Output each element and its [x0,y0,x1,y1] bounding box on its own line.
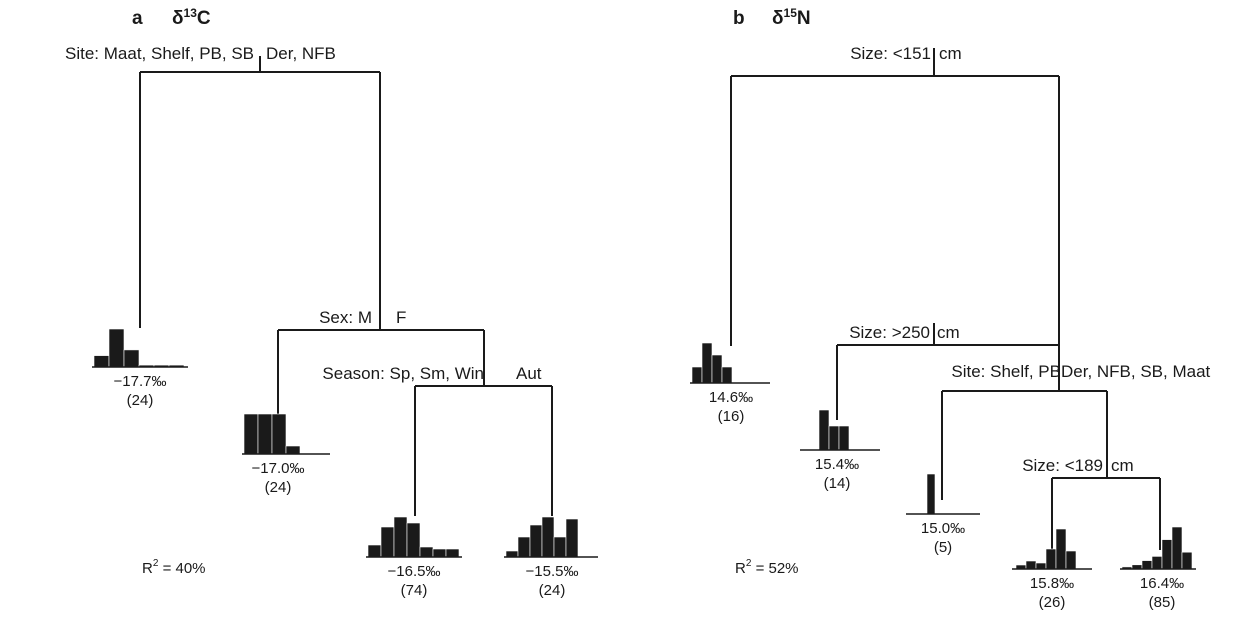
split-left-label: Size: <189 [1022,456,1103,475]
histogram-bar [711,354,723,384]
split-sex-a: Sex: M F [277,308,485,415]
histogram-bar [926,473,936,515]
histogram-bar [432,548,447,558]
histogram-bar [445,548,460,558]
histogram-bar [818,409,830,451]
leaf-b-2: 15.4‰ (14) [800,409,880,492]
split-right-label: Der, NFB [266,44,336,63]
leaf-b-3: 15.0‰ (5) [906,473,980,556]
r-squared-a: R2 = 40% [142,558,206,577]
histogram-bar [1141,560,1153,570]
leaf-mean: −15.5‰ [526,563,579,580]
leaf-count: (85) [1149,594,1176,611]
histogram-bar [721,366,733,384]
split-season-a: Season: Sp, Sm, Win Aut [322,364,553,516]
histogram-bar [271,413,287,455]
panel-a-title: δ13C [172,6,211,29]
histogram-bar [541,516,555,558]
histogram-bar [419,546,434,558]
panel-a-letter: a [132,8,143,29]
panel-b-letter: b [733,8,745,29]
panel-a: a δ13C Site: Maat, Shelf, PB, SB Der, NF… [65,6,598,599]
histogram-bar [380,526,395,558]
histogram-bar [1035,562,1047,570]
split-site-b: Site: Shelf, PB Der, NFB, SB, Maat [941,362,1211,500]
split-site-a: Site: Maat, Shelf, PB, SB Der, NFB [65,44,381,330]
histogram-bar [828,425,840,451]
leaf-mean: 14.6‰ [709,389,753,406]
histogram-bar [108,328,125,368]
leaf-b-4: 15.8‰ (26) [1012,528,1092,611]
leaf-mean: −17.0‰ [252,460,305,477]
leaf-count: (26) [1039,594,1066,611]
leaf-a-3: −16.5‰ (74) [366,516,462,599]
histogram-bar [285,445,301,455]
split-right-label: cm [939,44,962,63]
leaf-mean: 15.0‰ [921,520,965,537]
leaf-count: (24) [127,392,154,409]
histogram-bar [1171,526,1183,570]
r-squared-b: R2 = 52% [735,558,799,577]
leaf-a-1: −17.7‰ (24) [92,328,188,409]
leaf-count: (74) [401,582,428,599]
histogram-bar [1151,556,1163,570]
leaf-mean: 15.8‰ [1030,575,1074,592]
histogram-bar [393,516,408,558]
split-left-label: Site: Maat, Shelf, PB, SB [65,44,254,63]
histogram-bar [1181,551,1193,570]
histogram-bar [243,413,259,455]
leaf-mean: 15.4‰ [815,456,859,473]
histogram-bar [1161,539,1173,570]
histogram-bar [257,413,273,455]
histogram-bar [529,524,543,558]
leaf-mean: 16.4‰ [1140,575,1184,592]
split-left-label: Sex: M [319,308,372,327]
histogram-bar [565,518,579,558]
leaf-count: (16) [718,408,745,425]
leaf-a-4: −15.5‰ (24) [504,516,598,599]
panel-b-title: δ15N [772,6,811,29]
split-size151-b: Size: <151 cm [730,44,1060,346]
histogram-bar [553,536,567,558]
split-right-label: F [396,308,406,327]
histogram-bar [93,355,110,368]
histogram-bar [838,425,850,451]
leaf-mean: −16.5‰ [388,563,441,580]
split-left-label: Size: >250 [849,323,930,342]
histogram-bar [505,550,519,558]
leaf-a-2: −17.0‰ (24) [242,413,330,496]
leaf-b-1: 14.6‰ (16) [690,342,770,425]
leaf-count: (14) [824,475,851,492]
histogram-bar [1055,528,1067,570]
leaf-count: (24) [539,582,566,599]
split-size189-b: Size: <189 cm [1022,456,1161,550]
split-left-label: Size: <151 [850,44,931,63]
panel-b: b δ15N Size: <151 cm Size: >250 cm Site:… [690,6,1211,611]
histogram-bar [406,522,421,558]
split-left-label: Site: Shelf, PB [951,362,1061,381]
histogram-bar [1065,550,1077,570]
histogram-bar [1025,560,1037,570]
leaf-count: (5) [934,539,952,556]
split-right-label: Aut [516,364,542,383]
histogram-bar [123,349,140,368]
histogram-bar [517,536,531,558]
leaf-mean: −17.7‰ [114,373,167,390]
split-right-label: Der, NFB, SB, Maat [1061,362,1211,381]
split-size250-b: Size: >250 cm [836,323,1060,420]
split-right-label: cm [937,323,960,342]
histogram-bar [1045,548,1057,570]
split-right-label: cm [1111,456,1134,475]
histogram-bar [701,342,713,384]
leaf-b-5: 16.4‰ (85) [1120,526,1196,611]
split-left-label: Season: Sp, Sm, Win [322,364,484,383]
leaf-count: (24) [265,479,292,496]
histogram-bar [367,544,382,558]
histogram-bar [691,366,703,384]
